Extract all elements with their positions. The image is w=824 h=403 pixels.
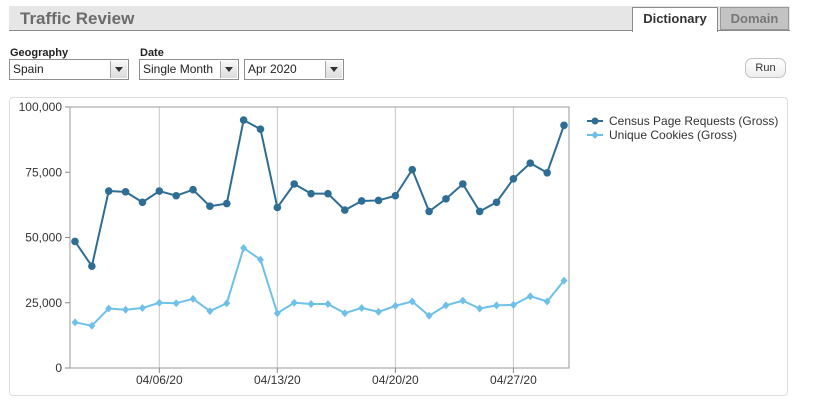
- data-point: [105, 304, 113, 313]
- data-point: [374, 196, 383, 205]
- data-point: [425, 207, 433, 216]
- data-point: [492, 198, 501, 207]
- data-point: [122, 305, 130, 314]
- data-point: [425, 311, 433, 320]
- data-point: [155, 298, 163, 307]
- data-point: [138, 198, 147, 207]
- x-tick-label: 04/06/20: [136, 373, 183, 387]
- data-point: [155, 187, 164, 195]
- data-point: [206, 202, 214, 210]
- geography-label: Geography: [10, 47, 69, 59]
- chevron-down-icon[interactable]: [325, 61, 342, 78]
- data-point: [307, 300, 315, 309]
- header-bar: Traffic Review Dictionary Domain: [9, 6, 790, 32]
- x-tick-label: 04/20/20: [372, 373, 419, 387]
- data-point: [526, 292, 534, 301]
- y-tick-label: 25,000: [25, 296, 62, 310]
- data-point: [71, 318, 79, 327]
- data-point: [307, 189, 315, 198]
- data-point: [509, 174, 518, 183]
- data-point: [324, 189, 332, 198]
- data-point: [560, 276, 568, 285]
- date-label: Date: [140, 47, 164, 59]
- page-title: Traffic Review: [20, 9, 135, 28]
- data-point: [138, 303, 146, 312]
- data-point: [88, 321, 96, 330]
- plot-area-border: [69, 106, 570, 369]
- data-point: [71, 237, 79, 246]
- run-button[interactable]: Run: [745, 58, 786, 78]
- date-select[interactable]: Single Month: [139, 59, 239, 80]
- data-point: [459, 180, 467, 188]
- series-line-unique-cookies: [74, 246, 565, 327]
- data-point: [543, 297, 551, 306]
- data-point: [560, 121, 568, 130]
- series-line-page-requests: [74, 118, 565, 269]
- data-point: [290, 180, 299, 188]
- legend-marker: [591, 131, 599, 139]
- data-point: [172, 191, 180, 200]
- data-point: [324, 300, 332, 309]
- data-point: [340, 206, 349, 214]
- data-point: [273, 203, 282, 212]
- data-point: [543, 168, 551, 177]
- chevron-down-icon[interactable]: [110, 61, 127, 78]
- data-point: [223, 299, 231, 308]
- data-point: [391, 301, 399, 310]
- y-tick-label: 75,000: [25, 165, 62, 179]
- date-value: Single Month: [143, 62, 214, 76]
- data-point: [526, 159, 535, 167]
- data-point: [172, 299, 180, 308]
- month-value: Apr 2020: [248, 62, 297, 76]
- data-point: [222, 199, 231, 208]
- data-point: [121, 188, 130, 196]
- data-point: [256, 255, 264, 264]
- geography-select[interactable]: Spain: [9, 59, 129, 80]
- x-tick-label: 04/27/20: [490, 373, 537, 387]
- data-point: [408, 297, 416, 306]
- y-tick-label: 50,000: [25, 231, 62, 245]
- data-point: [104, 187, 113, 195]
- data-point: [442, 195, 450, 203]
- data-point: [459, 296, 467, 305]
- data-point: [206, 307, 214, 316]
- chart-panel: [9, 97, 788, 396]
- data-point: [240, 243, 248, 252]
- geography-value: Spain: [13, 62, 44, 76]
- data-point: [189, 294, 197, 303]
- data-point: [391, 191, 400, 200]
- data-point: [239, 116, 248, 124]
- data-point: [442, 301, 450, 310]
- y-tick-label: 100,000: [19, 100, 63, 114]
- data-point: [375, 307, 383, 316]
- data-point: [475, 207, 484, 216]
- month-select[interactable]: Apr 2020: [244, 59, 344, 80]
- y-tick-label: 0: [55, 361, 62, 375]
- data-point: [408, 165, 417, 174]
- data-point: [493, 301, 501, 310]
- data-point: [509, 300, 517, 309]
- legend-marker: [591, 117, 599, 125]
- data-point: [357, 197, 366, 205]
- tab-dictionary[interactable]: Dictionary: [632, 7, 718, 32]
- legend-label: Unique Cookies (Gross): [609, 128, 737, 142]
- data-point: [290, 298, 298, 307]
- data-point: [476, 304, 484, 313]
- tab-domain[interactable]: Domain: [720, 7, 789, 30]
- x-tick-label: 04/13/20: [254, 373, 301, 387]
- data-point: [273, 309, 281, 318]
- data-point: [256, 125, 265, 133]
- data-point: [341, 309, 349, 318]
- data-point: [358, 303, 366, 312]
- legend-label: Census Page Requests (Gross): [609, 114, 778, 128]
- chevron-down-icon[interactable]: [220, 61, 237, 78]
- data-point: [189, 185, 197, 194]
- traffic-line-chart: 04/06/20 04/13/20 04/20/20 04/27/20 0 25,000 5…: [19, 100, 779, 387]
- data-point: [88, 262, 96, 271]
